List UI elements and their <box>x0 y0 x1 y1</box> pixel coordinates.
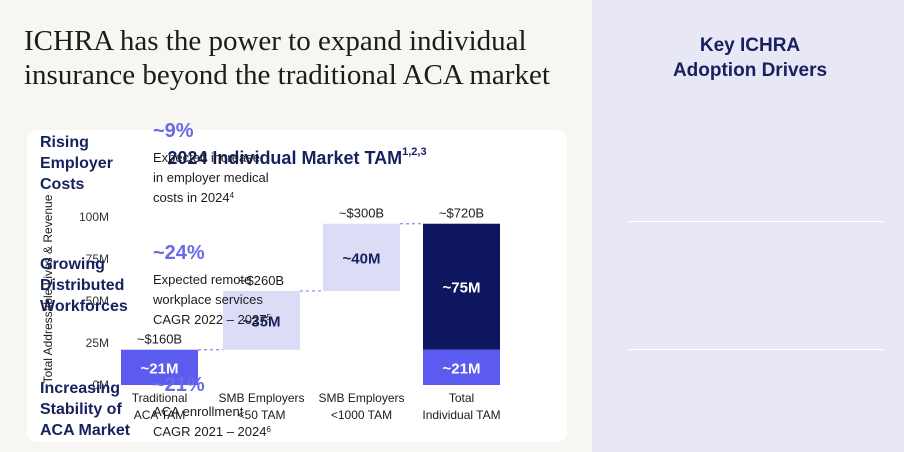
driver-footnote: 4 <box>229 191 235 200</box>
headline: ICHRA has the power to expand individual… <box>24 24 594 92</box>
driver-desc-text: CAGR 2022 – 2027 <box>153 312 267 327</box>
bar-revenue-label: ~$260B <box>239 273 284 288</box>
bar <box>423 349 500 385</box>
driver-name-line: Stability of <box>40 401 122 418</box>
panel-title-line-1: Key ICHRA <box>699 35 801 56</box>
y-tick-label: 50M <box>86 294 109 308</box>
driver-name-line: Costs <box>40 176 85 193</box>
driver-name: Rising Employer Costs <box>40 132 150 195</box>
waterfall-chart: Total Addressable Lives & Revenue 0M 25M 50… <box>41 194 501 422</box>
bar <box>223 290 300 350</box>
driver-footnote: 6 <box>266 425 271 434</box>
bar-value-label: ~21M <box>141 360 179 377</box>
driver-desc-line: workplace services <box>153 292 263 307</box>
bar-value-label: ~75M <box>443 280 481 297</box>
panel-title-line-2: Adoption Drivers <box>672 60 828 81</box>
driver-desc-line: CAGR 2022 – 20275 <box>153 310 271 330</box>
driver-description: Expected remote workplace services CAGR … <box>153 270 271 330</box>
driver-name-line: Increasing <box>40 380 121 397</box>
driver-percentage: ~9% <box>153 120 194 142</box>
y-tick-label: 75M <box>86 252 109 266</box>
bar <box>121 349 198 385</box>
driver-desc-text: costs in 2024 <box>153 190 230 205</box>
driver-name-line: Employer <box>40 155 113 172</box>
y-tick-label: 25M <box>86 336 109 350</box>
bar <box>323 223 400 291</box>
y-axis-title: Total Addressable Lives & Revenue <box>41 194 55 383</box>
driver-percentage: ~24% <box>153 242 205 264</box>
x-tick-label: <1000 TAM <box>331 408 392 422</box>
x-tick-label: <50 TAM <box>238 408 286 422</box>
bar-revenue-label: ~$720B <box>439 206 484 221</box>
headline-line-1: ICHRA has the power to expand individual <box>24 25 527 57</box>
y-tick-label: 0M <box>92 378 109 392</box>
driver-desc-line: costs in 20244 <box>153 188 269 208</box>
driver-name-line: ACA Market <box>40 422 131 439</box>
driver-desc-text: CAGR 2021 – 2024 <box>153 424 267 439</box>
bar <box>423 223 500 350</box>
driver-desc-line: ACA enrollment <box>153 404 244 419</box>
driver-name-line: Workforces <box>40 298 128 315</box>
x-tick-label: SMB Employers <box>218 391 304 405</box>
drivers-panel: Key ICHRA Adoption Drivers <box>592 0 904 452</box>
chart-title: 2024 Individual Market TAM1,2,3 <box>27 146 567 169</box>
driver-footnote: 5 <box>266 313 271 322</box>
chart-card: Total Addressable Lives & Revenue 0M 25M 50… <box>27 130 567 442</box>
bar-revenue-label: ~$300B <box>339 206 384 221</box>
driver-desc-line: Expected remote <box>153 272 252 287</box>
driver-desc-line: CAGR 2021 – 20246 <box>153 422 271 442</box>
x-tick-label: SMB Employers <box>318 391 404 405</box>
driver-name-line: Distributed <box>40 277 125 294</box>
chart-title-text: 2024 Individual Market TAM <box>167 148 403 168</box>
driver-name: Growing Distributed Workforces <box>40 254 150 317</box>
bar-revenue-label: ~$160B <box>137 332 182 347</box>
headline-line-2: insurance beyond the traditional ACA mar… <box>24 59 550 91</box>
driver-desc-line: Expected increase <box>153 150 260 165</box>
driver-desc-line: in employer medical <box>153 170 269 185</box>
bar-value-label: ~21M <box>443 360 481 377</box>
driver-name: Increasing Stability of ACA Market <box>40 378 150 441</box>
driver-percentage: ~21% <box>153 374 205 396</box>
driver-divider <box>628 221 884 222</box>
driver-name-line: Growing <box>40 256 105 273</box>
x-tick-label: Traditional <box>132 391 188 405</box>
panel-title: Key ICHRA Adoption Drivers <box>592 33 904 83</box>
driver-divider <box>628 349 884 350</box>
driver-name-line: Rising <box>40 134 89 151</box>
x-tick-label: Total <box>449 391 474 405</box>
y-tick-label: 100M <box>79 210 109 224</box>
driver-description: ACA enrollment CAGR 2021 – 20246 <box>153 402 271 442</box>
bar-value-label: ~35M <box>243 313 281 330</box>
bar-value-label: ~40M <box>343 250 381 267</box>
x-tick-label: Individual TAM <box>422 408 500 422</box>
x-tick-label: ACA TAM <box>134 408 186 422</box>
chart-title-footnote: 1,2,3 <box>402 146 427 158</box>
driver-description: Expected increase in employer medical co… <box>153 148 269 208</box>
